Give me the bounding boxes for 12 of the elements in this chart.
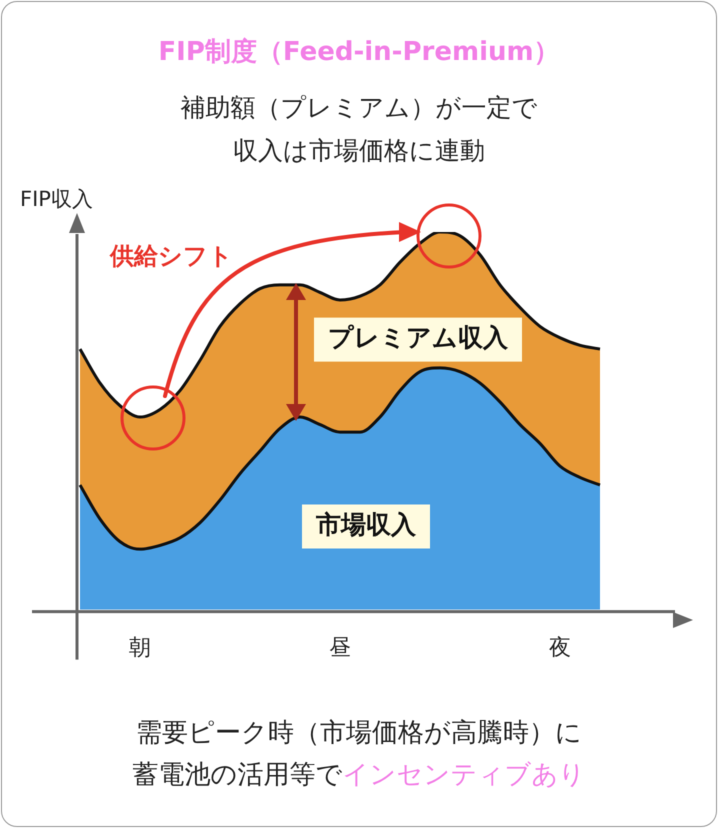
annotation: 供給シフト <box>109 242 233 270</box>
y-axis-title: FIP収入 <box>20 186 93 212</box>
x-tick-label: 昼 <box>329 636 351 661</box>
text: 蓄電池の活用等で <box>132 760 342 790</box>
text: 需要ピーク時（市場価格が高騰時）に <box>136 718 582 748</box>
x-tick-label: 朝 <box>129 636 151 661</box>
x-tick-label: 夜 <box>549 636 571 661</box>
text: インセンティブあり <box>342 760 586 790</box>
chart-subtitle: 補助額（プレミアム）が一定で収入は市場価格に連動 <box>180 92 538 167</box>
chart-title: FIP制度（Feed-in-Premium） <box>157 36 561 69</box>
series-label: 市場収入 <box>315 510 417 540</box>
series-label: プレミアム収入 <box>328 323 509 352</box>
